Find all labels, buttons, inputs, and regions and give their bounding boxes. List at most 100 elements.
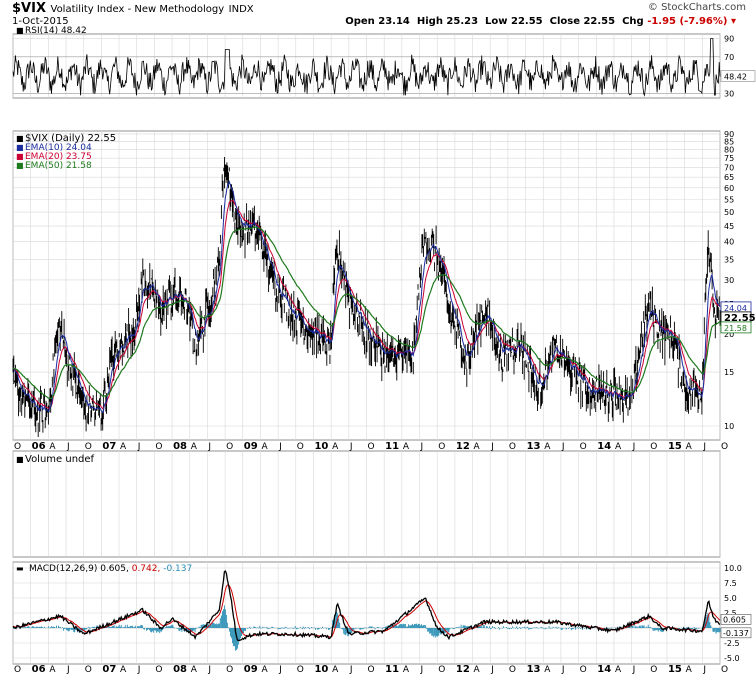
price-legend-label: EMA(50) 21.58 [25, 161, 92, 171]
x-tick-label: O [14, 665, 21, 675]
x-tick-label: J [207, 665, 211, 675]
x-tick-label: 07 [102, 664, 116, 675]
x-tick-label: A [191, 665, 198, 675]
x-tick-label: O [155, 665, 162, 675]
price-tick-label: 80 [724, 146, 734, 155]
price-tick-label: 55 [724, 195, 734, 204]
rsi-tick-label: 70 [724, 53, 734, 62]
price-last-value: 24.04 [724, 304, 747, 313]
x-tick-label: J [66, 442, 70, 452]
macd-last-value-box [720, 614, 752, 625]
x-tick-label: J [278, 442, 282, 452]
x-tick-label: A [49, 665, 56, 675]
x-tick-label: 11 [385, 441, 399, 452]
price-tick-label: 75 [724, 154, 734, 163]
macd-tick-label: 10.0 [724, 564, 742, 573]
price-tick-label: 35 [724, 255, 734, 264]
x-tick-label: O [368, 442, 375, 452]
x-tick-label: J [490, 442, 494, 452]
x-tick-label: J [349, 665, 353, 675]
ema50-line [13, 225, 721, 400]
x-tick-label: 09 [244, 441, 258, 452]
x-tick-label: O [14, 442, 21, 452]
high-label: High [416, 16, 443, 27]
x-tick-label: J [561, 442, 565, 452]
low-label: Low [485, 16, 508, 27]
price-last-value: 22.55 [724, 313, 756, 324]
rsi-last-value: 48.42 [724, 73, 747, 82]
x-tick-label: A [474, 665, 481, 675]
x-tick-label: A [615, 665, 622, 675]
x-tick-label: 14 [597, 441, 611, 452]
macd-tick-label: 2.5 [724, 609, 737, 618]
x-tick-label: A [261, 442, 268, 452]
quote-summary: Open 23.14 High 25.23 Low 22.55 Close 22… [345, 16, 736, 27]
chart-title: $VIX Volatility Index - New Methodology … [12, 1, 254, 16]
macd-tick-label: -5.0 [724, 654, 740, 663]
high-value: 25.23 [446, 16, 479, 27]
x-tick-label: A [332, 665, 339, 675]
open-label: Open [345, 16, 375, 27]
volume-legend-label: Volume undef [25, 454, 95, 465]
x-tick-label: O [226, 442, 233, 452]
x-tick-label: J [137, 442, 141, 452]
x-tick-label: 15 [668, 441, 682, 452]
x-tick-label: O [580, 665, 587, 675]
price-tick-label: 70 [724, 163, 734, 172]
x-tick-label: A [686, 442, 693, 452]
x-tick-label: J [137, 665, 141, 675]
price-tick-label: 45 [724, 222, 734, 231]
macd-legend-label: MACD(12,26,9) 0.605, 0.742, -0.137 [29, 564, 192, 574]
price-legend-label: $VIX (Daily) 22.55 [25, 133, 116, 144]
x-tick-label: J [632, 665, 636, 675]
price-last-value: 21.58 [724, 324, 747, 333]
x-tick-label: 06 [32, 664, 46, 675]
brand-watermark: © StockCharts.com [647, 2, 746, 13]
x-tick-label: J [66, 665, 70, 675]
x-tick-label: O [368, 665, 375, 675]
macd-legend-value: 0.605, [100, 564, 132, 574]
x-tick-label: A [332, 442, 339, 452]
x-tick-label: J [420, 665, 424, 675]
macd-legend-value: -0.137 [163, 564, 192, 574]
x-tick-label: O [297, 442, 304, 452]
price-legend-swatch: ■ [16, 134, 24, 143]
price-last-value-box [720, 321, 752, 334]
down-triangle-icon: ▾ [730, 16, 736, 27]
chart-date: 1-Oct-2015 [12, 16, 69, 27]
low-value: 22.55 [511, 16, 543, 27]
x-tick-label: A [544, 442, 551, 452]
x-tick-label: J [632, 442, 636, 452]
x-tick-label: 13 [527, 664, 541, 675]
x-tick-label: J [420, 442, 424, 452]
x-tick-label: O [650, 665, 657, 675]
price-tick-label: 40 [724, 238, 734, 247]
x-tick-label: O [155, 442, 162, 452]
rsi-legend-swatch: ■ [16, 26, 24, 35]
x-tick-label: A [474, 442, 481, 452]
macd-legend-swatch: ▬ [16, 564, 24, 573]
x-tick-label: O [721, 665, 728, 675]
x-tick-label: A [615, 442, 622, 452]
x-tick-label: J [702, 442, 706, 452]
x-tick-label: J [490, 665, 494, 675]
price-tick-label: 60 [724, 184, 734, 193]
x-tick-label: 07 [102, 441, 116, 452]
close-value: 22.55 [583, 16, 616, 27]
volume-legend-swatch: ■ [16, 455, 24, 464]
ema10-line [12, 179, 721, 414]
price-tick-label: 10 [724, 422, 734, 431]
x-tick-label: 08 [173, 441, 187, 452]
price-legend-swatch: ■ [16, 143, 24, 152]
rsi-line [12, 38, 721, 97]
x-tick-label: 12 [456, 664, 470, 675]
x-tick-label: A [686, 665, 693, 675]
x-tick-label: A [403, 442, 410, 452]
x-tick-label: J [561, 665, 565, 675]
x-tick-label: 11 [385, 664, 399, 675]
macd-legend-prefix: MACD(12,26,9) [29, 564, 100, 574]
price-tick-label: 20 [724, 330, 734, 339]
x-tick-label: 10 [314, 441, 328, 452]
x-tick-label: A [49, 442, 56, 452]
